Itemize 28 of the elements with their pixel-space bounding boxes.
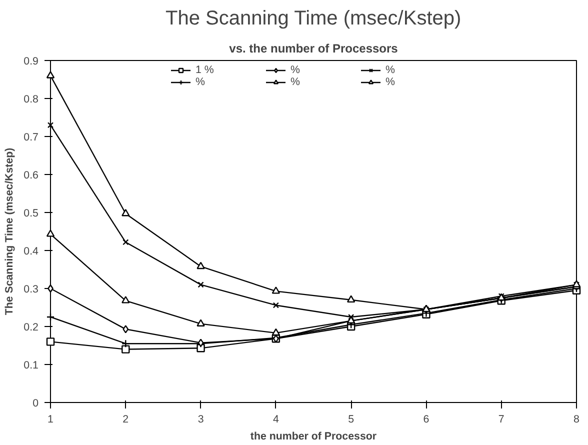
x-tick-label: 8: [574, 414, 580, 426]
x-tick-label: 4: [272, 414, 279, 426]
legend-label: %: [290, 64, 301, 76]
y-tick-label: 0.7: [24, 132, 39, 144]
legend-label: %: [290, 76, 301, 88]
y-tick-label: 0.2: [24, 322, 39, 334]
x-tick-label: 5: [348, 414, 354, 426]
x-tick-label: 6: [423, 414, 430, 426]
y-tick-label: 0.5: [24, 208, 39, 220]
legend-label: %: [386, 76, 396, 88]
x-tick-label: 3: [198, 414, 204, 426]
y-tick-label: 0.3: [24, 284, 39, 296]
y-tick-label: 0.9: [24, 56, 39, 68]
y-tick-label: 0.4: [24, 246, 39, 258]
y-tick-label: 0.8: [24, 94, 39, 106]
y-axis-title: The Scanning Time (msec/Kstep): [4, 147, 16, 316]
x-axis-title: the number of Processor: [250, 430, 377, 442]
legend-label: 1 %: [196, 64, 215, 76]
y-tick-label: 0.6: [24, 170, 39, 182]
x-tick-label: 1: [48, 414, 54, 426]
legend-label: %: [386, 64, 396, 76]
x-tick-label: 2: [122, 414, 129, 426]
x-tick-label: 7: [498, 414, 504, 426]
chart-title: The Scanning Time (msec/Kstep): [165, 8, 462, 30]
legend-label: %: [196, 76, 206, 88]
y-tick-label: 0.1: [24, 360, 39, 372]
y-tick-label: 0: [32, 398, 39, 410]
chart-subtitle: vs. the number of Processors: [229, 42, 398, 56]
